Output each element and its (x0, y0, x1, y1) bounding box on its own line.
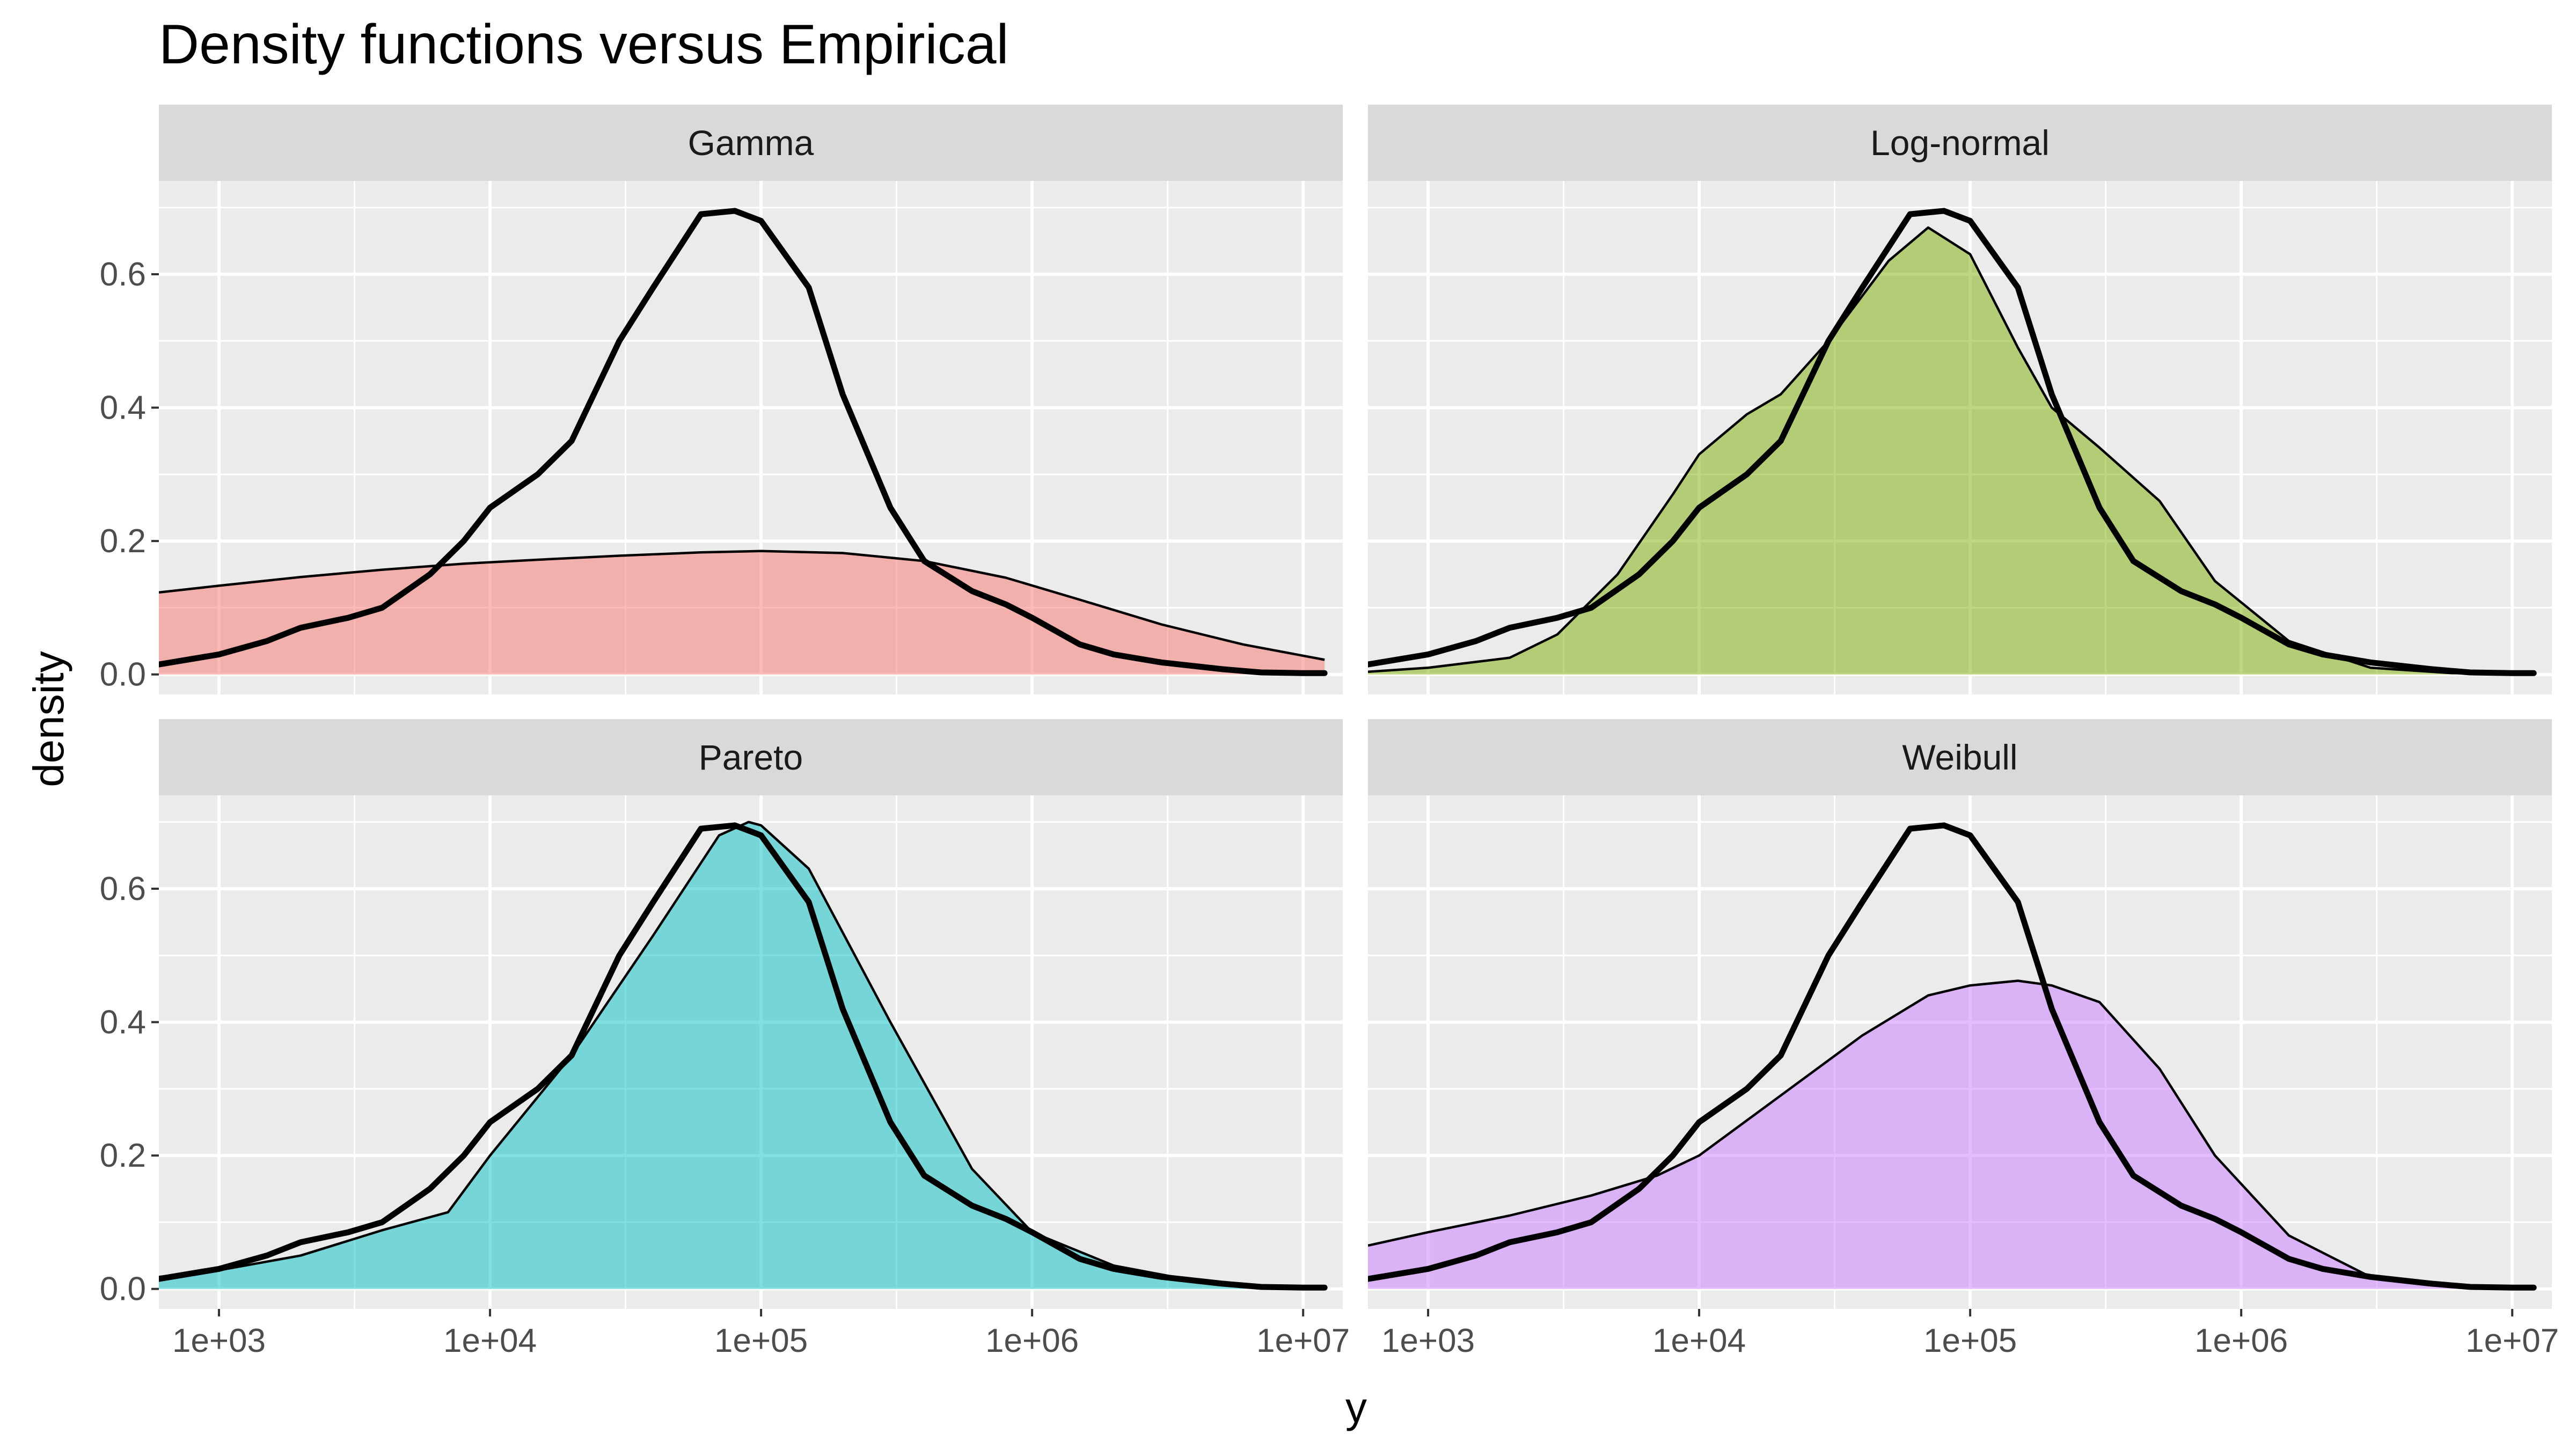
x-tick-label: 1e+07 (1256, 1322, 1350, 1359)
strip-background (1368, 719, 2552, 795)
fitted-density-line (159, 550, 1325, 661)
fitted-density-area (1368, 228, 2534, 675)
panel-data (159, 821, 1328, 1291)
x-tick-label: 1e+07 (2465, 1322, 2559, 1359)
strip-label: Gamma (688, 123, 814, 163)
x-tick-label: 1e+05 (714, 1322, 808, 1359)
strip-background (1368, 105, 2552, 181)
strip-background (159, 105, 1343, 181)
y-tick-label: 0.2 (100, 1137, 146, 1174)
y-tick-label: 0.0 (100, 1271, 146, 1308)
x-tick-label: 1e+05 (1923, 1322, 2017, 1359)
y-tick-label: 0.0 (100, 656, 146, 693)
y-tick-label: 0.2 (100, 523, 146, 560)
facet-panels: Gamma Log-normal Pareto Weibull (159, 105, 2552, 1309)
strip-background (159, 719, 1343, 795)
fitted-density-line (1368, 979, 2534, 1290)
strip-label: Pareto (699, 737, 803, 777)
y-tick-label: 0.4 (100, 390, 146, 427)
y-tick-label: 0.6 (100, 256, 146, 293)
fitted-density-line (159, 821, 1325, 1290)
facet-pareto: Pareto (159, 719, 1343, 1309)
panel-data (159, 208, 1328, 676)
panel-data (1368, 208, 2537, 676)
empirical-density-line (1368, 208, 2537, 676)
x-axis-labels: 1e+03 1e+04 1e+05 1e+06 1e+07 1e+03 1e+04 1e+05… (172, 1309, 2559, 1359)
facet-log-normal: Log-normal (1368, 105, 2552, 694)
empirical-density-line (159, 822, 1328, 1291)
strip-label: Log-normal (1870, 123, 2050, 163)
fitted-density-area (159, 822, 1325, 1289)
fitted-density-area (1368, 980, 2534, 1289)
x-tick-label: 1e+04 (443, 1322, 537, 1359)
x-tick-label: 1e+06 (2194, 1322, 2288, 1359)
x-tick-label: 1e+03 (172, 1322, 266, 1359)
empirical-density-line (159, 208, 1328, 676)
facet-weibull: Weibull (1368, 719, 2552, 1309)
fitted-density-area (159, 551, 1325, 675)
facet-gamma: Gamma (159, 105, 1343, 694)
x-tick-label: 1e+03 (1381, 1322, 1475, 1359)
y-axis-title: density (25, 651, 72, 787)
empirical-density-line (1368, 822, 2537, 1291)
panel-data (1368, 822, 2537, 1291)
x-axis-title: y (1345, 1384, 1367, 1431)
x-tick-label: 1e+04 (1652, 1322, 1746, 1359)
fitted-density-line (1368, 226, 2534, 676)
y-tick-label: 0.6 (100, 870, 146, 908)
y-tick-label: 0.4 (100, 1004, 146, 1041)
x-tick-label: 1e+06 (985, 1322, 1079, 1359)
strip-label: Weibull (1902, 737, 2017, 777)
y-axis-labels: 0.0 0.2 0.4 0.6 0.0 0.2 0.4 0.6 (100, 256, 159, 1308)
chart-title: Density functions versus Empirical (159, 13, 1009, 76)
